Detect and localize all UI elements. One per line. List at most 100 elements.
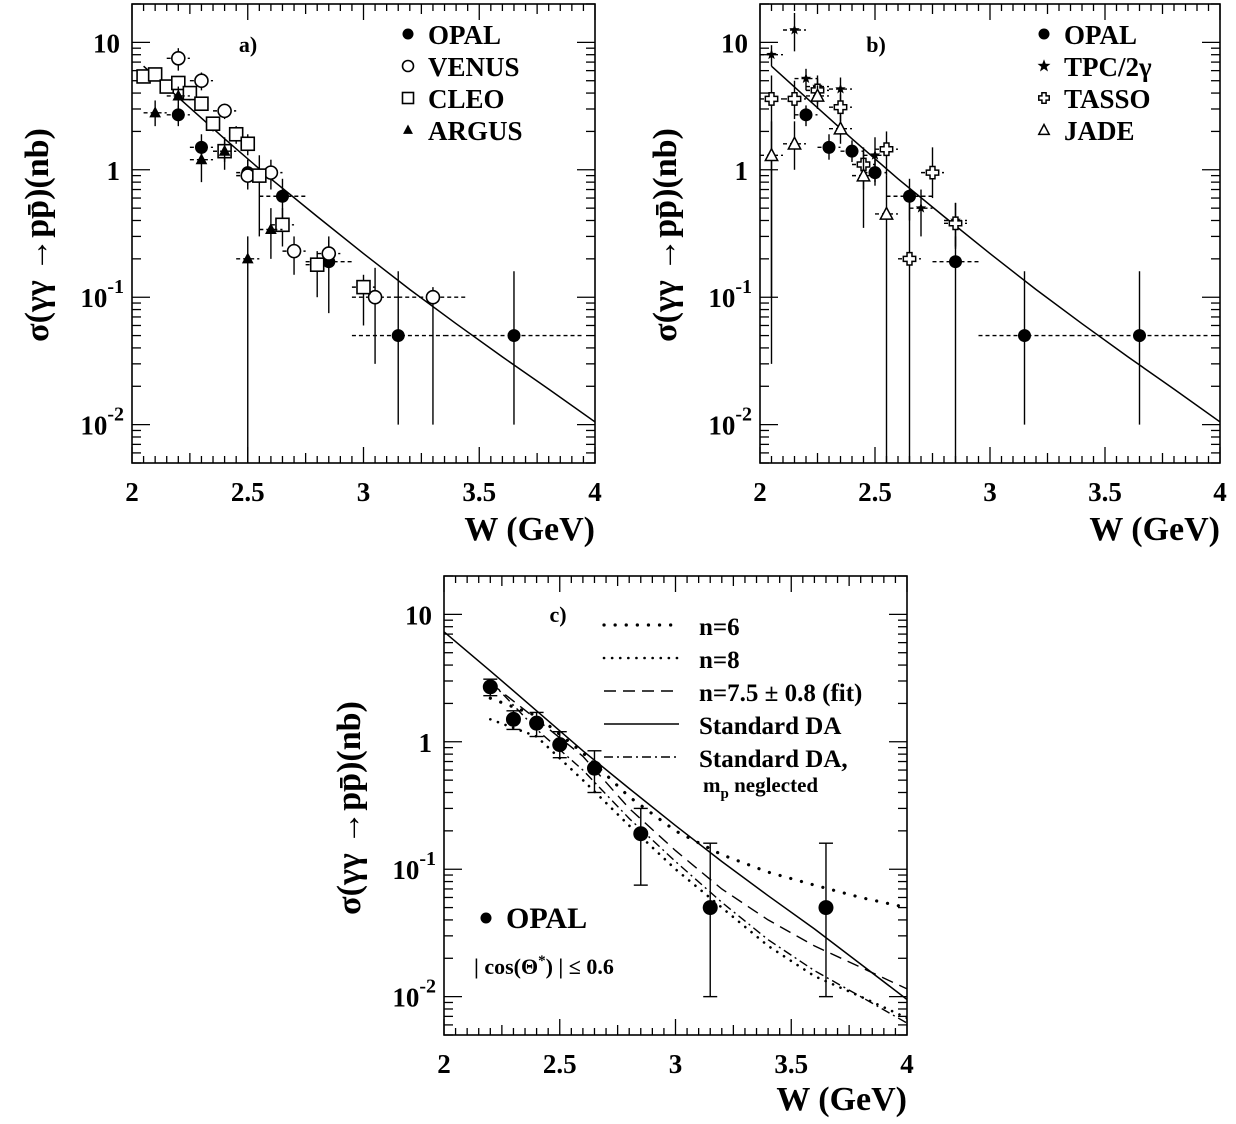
x-tick-label: 3.5 <box>462 477 496 507</box>
data-point <box>228 126 244 142</box>
data-point <box>482 679 498 695</box>
y-tick-label: 1 <box>735 156 749 186</box>
legend-label: OPAL <box>428 20 501 50</box>
y-axis-title: σ(γγ →pp̄)(nb) <box>19 128 56 342</box>
y-axis-title: σ(γγ →pp̄)(nb) <box>647 128 684 342</box>
legend-label: TPC/2γ <box>1064 52 1152 82</box>
y-tick-label: 10-2 <box>708 404 752 441</box>
panel-label: a) <box>239 32 257 57</box>
curve-dashed <box>489 682 907 990</box>
cut-label-sup: * <box>538 953 546 969</box>
legend-label-mp-rest: neglected <box>729 773 819 797</box>
legend-label: n=7.5 ± 0.8 (fit) <box>699 680 862 707</box>
y-axis-title: σ(γγ →pp̄)(nb) <box>331 701 368 915</box>
x-tick-label: 2 <box>437 1049 451 1079</box>
legend-label: OPAL <box>1064 20 1137 50</box>
legend-label: Standard DA <box>699 713 841 740</box>
data-point <box>702 900 718 916</box>
data-point <box>766 49 777 60</box>
y-tick-label: 10 <box>405 600 432 630</box>
data-point <box>1018 329 1031 343</box>
data-point <box>949 255 962 269</box>
data-point <box>252 168 267 183</box>
y-tick-label: 10-1 <box>80 276 124 313</box>
legend-label: Standard DA, <box>699 746 848 773</box>
y-tick-label: 1 <box>419 728 433 758</box>
x-axis-title: W (GeV) <box>464 511 595 548</box>
panel-label: b) <box>866 32 886 57</box>
legend-marker-opal <box>402 28 414 40</box>
legend-marker-argus <box>403 124 413 134</box>
y-tick-base: 10 <box>392 855 419 885</box>
y-tick-base: 10 <box>80 283 107 313</box>
x-axis-title: W (GeV) <box>1089 511 1220 548</box>
series-jade <box>760 85 898 463</box>
cut-label-end: ) | ≤ 0.6 <box>546 954 614 979</box>
y-tick-label: 1 <box>107 156 121 186</box>
cut-label-main: | cos(Θ <box>474 954 538 979</box>
y-tick-base: 10 <box>708 283 735 313</box>
data-point <box>171 108 185 122</box>
y-tick-exponent: -2 <box>735 404 752 426</box>
legend-marker-tpc-2- <box>1037 59 1051 72</box>
data-point <box>265 222 277 235</box>
curve-solid <box>444 631 907 1001</box>
x-tick-label: 2.5 <box>543 1049 577 1079</box>
data-point <box>856 167 871 182</box>
data-point <box>835 83 846 94</box>
x-tick-label: 2.5 <box>231 477 265 507</box>
x-tick-label: 3 <box>357 477 371 507</box>
y-tick-base: 1 <box>107 156 121 186</box>
data-point <box>845 144 859 158</box>
data-point <box>529 715 545 731</box>
data-point <box>182 85 198 101</box>
legend-label: ARGUS <box>428 116 523 146</box>
panel-label: c) <box>549 602 566 627</box>
y-tick-exponent: -1 <box>107 276 124 298</box>
y-tick-label: 10-2 <box>392 976 436 1013</box>
data-point <box>764 147 779 162</box>
data-point <box>833 120 848 135</box>
data-point <box>818 900 834 916</box>
data-point <box>903 189 916 203</box>
legend-label-opal: OPAL <box>506 902 587 935</box>
data-point <box>194 96 209 112</box>
data-point <box>275 189 289 203</box>
data-point <box>869 149 881 160</box>
data-point <box>586 760 602 776</box>
legend-label-mp-sub: p <box>721 786 729 802</box>
legend-label: CLEO <box>428 84 505 114</box>
data-point <box>879 142 894 157</box>
y-tick-label: 10-1 <box>708 276 752 313</box>
series-venus <box>166 48 468 425</box>
data-point <box>286 243 302 259</box>
y-tick-exponent: -1 <box>419 848 436 870</box>
data-point <box>822 140 836 154</box>
data-point <box>787 135 802 150</box>
data-point <box>915 202 927 213</box>
legend-label: TASSO <box>1064 84 1151 114</box>
x-axis-title: W (GeV) <box>776 1081 907 1118</box>
legend-marker-jade <box>1037 122 1051 136</box>
legend-label: n=8 <box>699 647 740 674</box>
data-point <box>925 165 940 180</box>
series-tasso <box>760 75 967 463</box>
data-point <box>217 103 232 119</box>
curve-solid <box>770 65 1220 423</box>
data-point <box>171 50 186 66</box>
data-point <box>505 711 521 727</box>
data-point <box>1133 329 1146 343</box>
x-tick-label: 4 <box>900 1049 914 1079</box>
data-point <box>425 289 441 305</box>
data-point <box>552 737 568 753</box>
y-tick-label: 10 <box>93 28 120 58</box>
legend-label-mp: m <box>703 773 721 797</box>
x-tick-label: 3.5 <box>1088 477 1122 507</box>
legend-marker-opal <box>1038 28 1050 40</box>
plot-area <box>444 631 907 1024</box>
series-argus <box>143 86 283 463</box>
plot-area <box>760 12 1220 463</box>
series-cleo <box>136 67 376 326</box>
data-point <box>240 136 256 152</box>
